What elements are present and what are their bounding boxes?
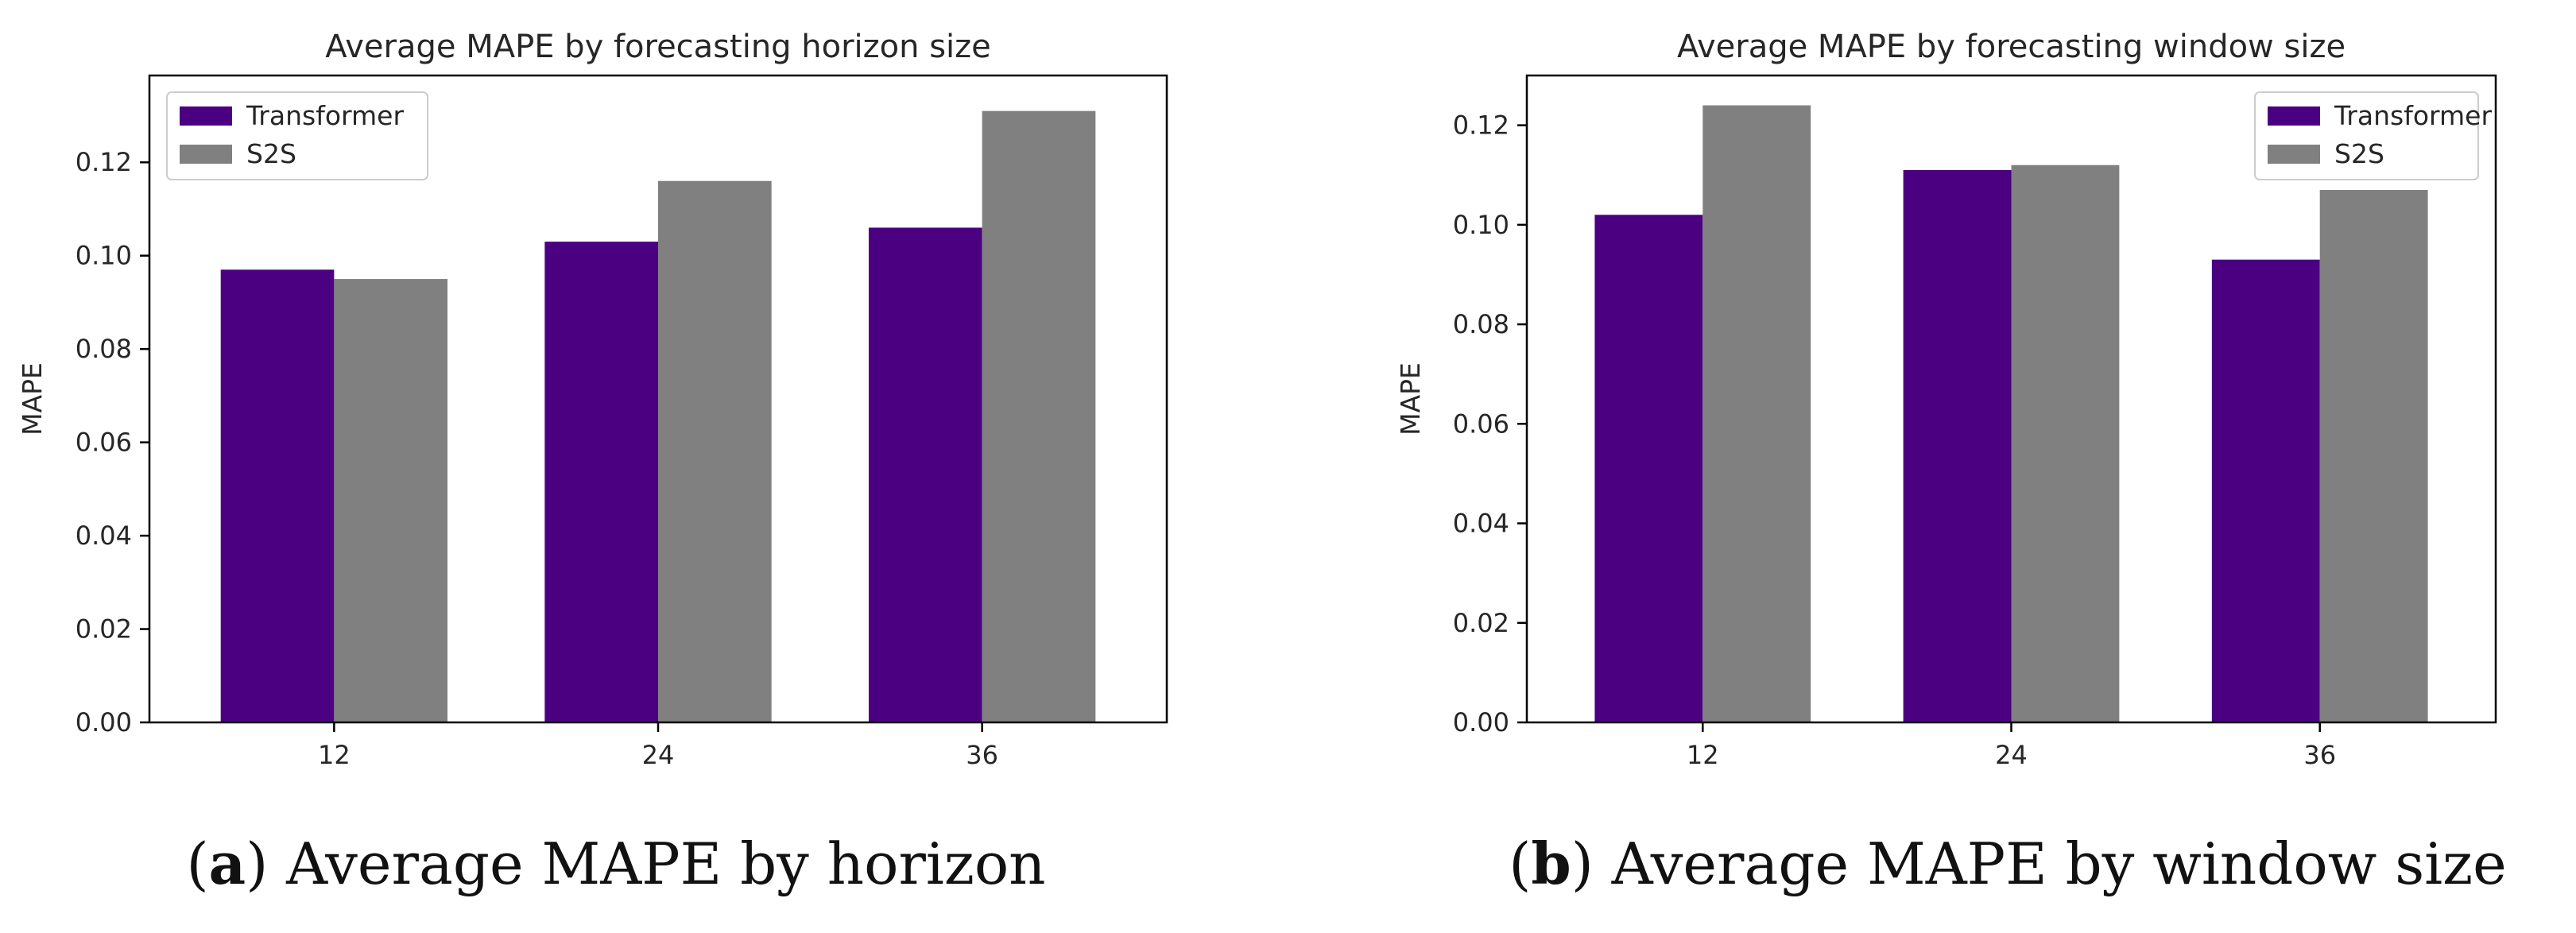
legend-label-transformer: Transformer xyxy=(2334,100,2492,131)
y-tick-label: 0.12 xyxy=(76,147,132,177)
bar-s2s-24 xyxy=(2011,165,2120,722)
legend: Transformer S2S xyxy=(166,91,428,180)
legend: Transformer S2S xyxy=(2254,91,2492,180)
bar-transformer-24 xyxy=(544,242,658,723)
x-tick-label: 24 xyxy=(642,740,675,770)
bar-s2s-36 xyxy=(2319,190,2428,722)
y-tick-label: 0.04 xyxy=(76,521,132,551)
y-tick-label: 0.12 xyxy=(1453,110,1509,141)
bar-transformer-12 xyxy=(1594,215,1703,722)
plot-frame xyxy=(1525,74,2497,724)
chart-window: Average MAPE by forecasting window size M… xyxy=(1395,29,2507,897)
chart-title: Average MAPE by forecasting horizon size xyxy=(325,29,991,65)
y-tick-label: 0.00 xyxy=(76,707,132,737)
bar-s2s-12 xyxy=(1702,105,1811,723)
y-tick-label: 0.04 xyxy=(1453,509,1509,539)
y-tick-label: 0.02 xyxy=(1453,608,1509,638)
caption-text: Average MAPE by window size xyxy=(1611,830,2507,897)
y-tick-label: 0.06 xyxy=(76,428,132,458)
bar-s2s-24 xyxy=(658,180,772,722)
caption-paren-open: ( xyxy=(1509,830,1531,897)
y-tick-label: 0.00 xyxy=(1453,707,1509,737)
bar-s2s-12 xyxy=(334,279,448,723)
caption-paren-close: ) xyxy=(246,830,286,897)
caption-paren-open: ( xyxy=(186,830,208,897)
caption-paren-close: ) xyxy=(1571,830,1612,897)
caption-letter: b xyxy=(1531,830,1571,897)
legend-label-s2s: S2S xyxy=(246,138,296,169)
bar-transformer-36 xyxy=(868,227,982,722)
x-tick-label: 12 xyxy=(1687,740,1719,770)
chart-horizon: Average MAPE by forecasting horizon size… xyxy=(17,29,1168,897)
x-tick-label: 36 xyxy=(966,740,998,770)
y-tick-label: 0.08 xyxy=(1453,309,1509,339)
y-tick-label: 0.10 xyxy=(76,241,132,271)
y-tick-label: 0.10 xyxy=(1453,210,1509,240)
bar-transformer-36 xyxy=(2211,259,2320,723)
x-tick-label: 24 xyxy=(1995,740,2028,770)
legend-swatch-s2s xyxy=(180,145,232,164)
x-tick-label: 36 xyxy=(2303,740,2336,770)
y-axis-label: MAPE xyxy=(1395,362,1426,436)
legend-label-transformer: Transformer xyxy=(246,100,404,131)
figure-caption: (a) Average MAPE by horizon xyxy=(186,830,1045,897)
legend-swatch-transformer xyxy=(2268,106,2320,126)
legend-label-s2s: S2S xyxy=(2334,138,2384,169)
y-tick-label: 0.02 xyxy=(76,614,132,645)
caption-letter: a xyxy=(209,830,246,897)
y-axis-label: MAPE xyxy=(17,362,48,436)
bar-transformer-24 xyxy=(1903,169,2012,722)
legend-swatch-s2s xyxy=(2268,145,2320,164)
y-tick-label: 0.08 xyxy=(76,334,132,364)
x-tick-label: 12 xyxy=(318,740,351,770)
caption-text: Average MAPE by horizon xyxy=(285,830,1045,897)
figure-caption: (b) Average MAPE by window size xyxy=(1509,830,2506,897)
bar-s2s-36 xyxy=(982,110,1096,723)
bar-transformer-12 xyxy=(220,269,335,722)
legend-swatch-transformer xyxy=(180,106,232,126)
y-tick-label: 0.06 xyxy=(1453,408,1509,439)
chart-title: Average MAPE by forecasting window size xyxy=(1677,29,2346,65)
plot-frame xyxy=(148,74,1168,724)
